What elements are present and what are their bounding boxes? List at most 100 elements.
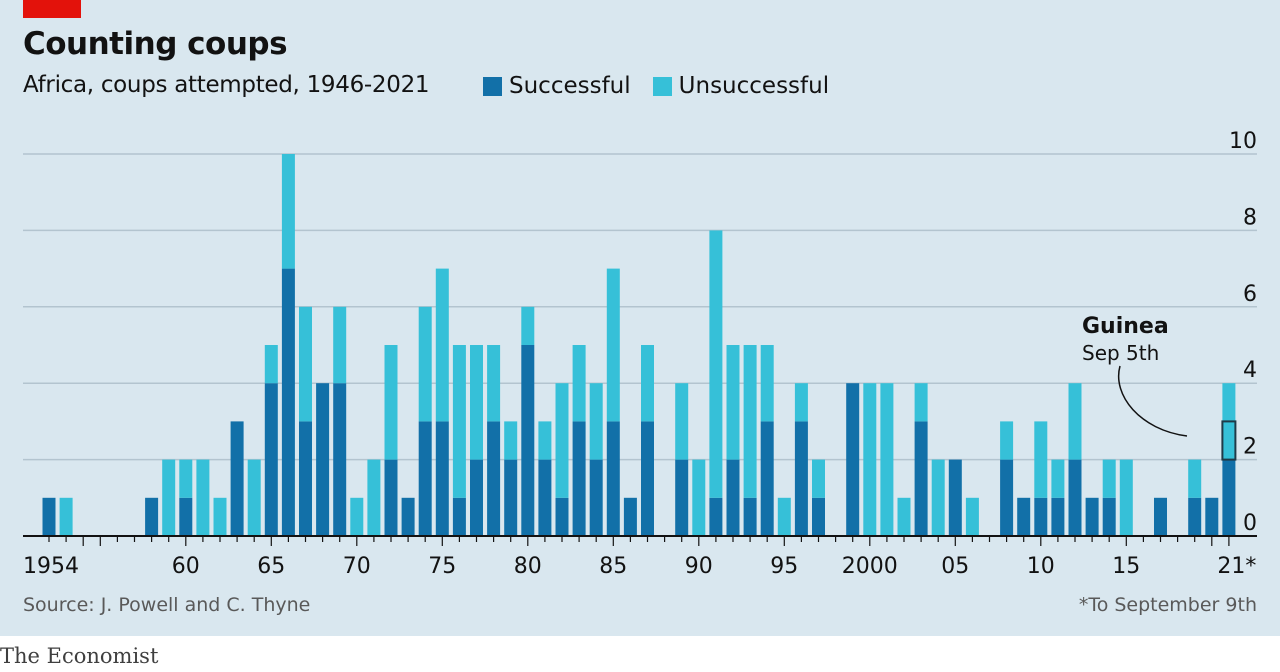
bar-unsuccessful: [589, 383, 603, 460]
bar-unsuccessful: [1119, 459, 1133, 536]
bar-successful: [572, 421, 586, 536]
x-tick-label: 70: [343, 554, 371, 579]
bar-unsuccessful: [196, 459, 210, 536]
bar-unsuccessful: [538, 421, 552, 460]
bar-successful: [1017, 497, 1031, 536]
bar-successful: [299, 421, 312, 536]
bar-unsuccessful: [213, 497, 227, 536]
y-tick-label: 10: [1229, 129, 1257, 154]
bar-successful: [760, 421, 774, 536]
x-tick-label: 15: [1112, 554, 1140, 579]
bar-successful: [401, 497, 415, 536]
annotation-title: Guinea: [1082, 314, 1169, 339]
x-tick-label: 85: [599, 554, 627, 579]
bar-unsuccessful: [555, 383, 569, 498]
bar-successful: [1051, 497, 1065, 536]
y-tick-label: 6: [1243, 282, 1257, 307]
bar-unsuccessful: [1034, 421, 1048, 498]
bar-successful: [470, 459, 483, 536]
footnote: *To September 9th: [1078, 594, 1257, 616]
bar-unsuccessful: [880, 383, 894, 536]
bar-unsuccessful: [675, 383, 689, 460]
bar-unsuccessful: [281, 154, 295, 269]
x-tick-label: 2000: [842, 554, 898, 579]
bar-unsuccessful: [384, 345, 398, 460]
bar-successful: [623, 497, 637, 536]
bar-successful: [709, 497, 723, 536]
annotation-connector: [1117, 365, 1188, 437]
bar-successful: [504, 459, 518, 536]
bar-unsuccessful: [863, 383, 877, 536]
x-tick-label: 80: [514, 554, 542, 579]
legend-label-unsuccessful: Unsuccessful: [678, 73, 830, 99]
bar-successful: [1102, 497, 1116, 536]
bar-successful: [1000, 459, 1014, 536]
bar-successful: [846, 383, 860, 536]
bar-unsuccessful: [470, 345, 483, 460]
x-tick-label: 05: [941, 554, 969, 579]
bar-unsuccessful: [914, 383, 928, 422]
chart-panel: [0, 0, 1280, 636]
x-axis: 1954 60 65 70 75 80 85 90 95 2000 05 10 15 21*: [23, 535, 1257, 579]
bar-unsuccessful: [59, 497, 73, 536]
bar-unsuccessful: [1051, 459, 1065, 498]
annotation-highlight-box: [1221, 420, 1237, 461]
y-tick-label: 0: [1243, 511, 1257, 536]
bar-unsuccessful: [299, 306, 312, 422]
bar-successful: [538, 459, 552, 536]
bar-successful: [1068, 459, 1082, 536]
x-tick-label: 75: [428, 554, 456, 579]
brand-red-tag: [23, 0, 81, 18]
bar-successful: [435, 421, 449, 536]
bars: [42, 154, 1236, 536]
legend-item-unsuccessful: Unsuccessful: [652, 73, 830, 99]
bar-successful: [589, 459, 603, 536]
bar-unsuccessful: [794, 383, 808, 422]
bar-successful: [487, 421, 501, 536]
bar-unsuccessful: [247, 459, 261, 536]
bar-successful: [42, 497, 56, 536]
bar-unsuccessful: [162, 459, 176, 536]
bar-chart: 0 2 4 6 8 10 1954 60 65 70 75 80 85 90 95 2000 05 10 15 21…: [23, 129, 1257, 579]
bar-successful: [521, 345, 535, 536]
bar-unsuccessful: [726, 345, 740, 460]
bar-unsuccessful: [264, 345, 278, 384]
bar-unsuccessful: [709, 230, 723, 498]
bar-successful: [1154, 497, 1167, 536]
bar-successful: [675, 459, 689, 536]
bar-unsuccessful: [367, 459, 381, 536]
x-tick-label: 60: [172, 554, 200, 579]
bar-successful: [316, 383, 330, 536]
brand-logo-text: The Economist: [0, 644, 159, 668]
bar-unsuccessful: [350, 497, 364, 536]
bar-unsuccessful: [487, 345, 501, 422]
bar-unsuccessful: [641, 345, 654, 422]
bar-unsuccessful: [760, 345, 774, 422]
bar-unsuccessful: [1000, 421, 1014, 460]
bar-unsuccessful: [931, 459, 945, 536]
legend-item-successful: Successful: [483, 73, 631, 99]
y-tick-label: 8: [1243, 205, 1257, 230]
chart-subtitle: Africa, coups attempted, 1946-2021: [23, 72, 430, 98]
source-note: Source: J. Powell and C. Thyne: [23, 594, 311, 616]
legend-swatch-successful: [483, 76, 502, 96]
bar-unsuccessful: [572, 345, 586, 422]
bar-successful: [1205, 497, 1219, 536]
bar-successful: [145, 497, 159, 536]
bar-unsuccessful: [1068, 383, 1082, 460]
bar-unsuccessful: [777, 497, 791, 536]
bar-unsuccessful: [179, 459, 193, 498]
bar-unsuccessful: [1188, 459, 1202, 498]
bar-unsuccessful: [452, 345, 466, 498]
bar-unsuccessful: [504, 421, 518, 460]
legend: Successful Unsuccessful: [483, 72, 851, 100]
bar-unsuccessful: [521, 306, 535, 345]
chart-title: Counting coups: [23, 26, 288, 62]
bar-unsuccessful: [812, 459, 825, 498]
bar-unsuccessful: [965, 497, 979, 536]
legend-label-successful: Successful: [509, 73, 631, 99]
bar-successful: [452, 497, 466, 536]
x-tick-label: 90: [685, 554, 713, 579]
bar-successful: [914, 421, 928, 536]
